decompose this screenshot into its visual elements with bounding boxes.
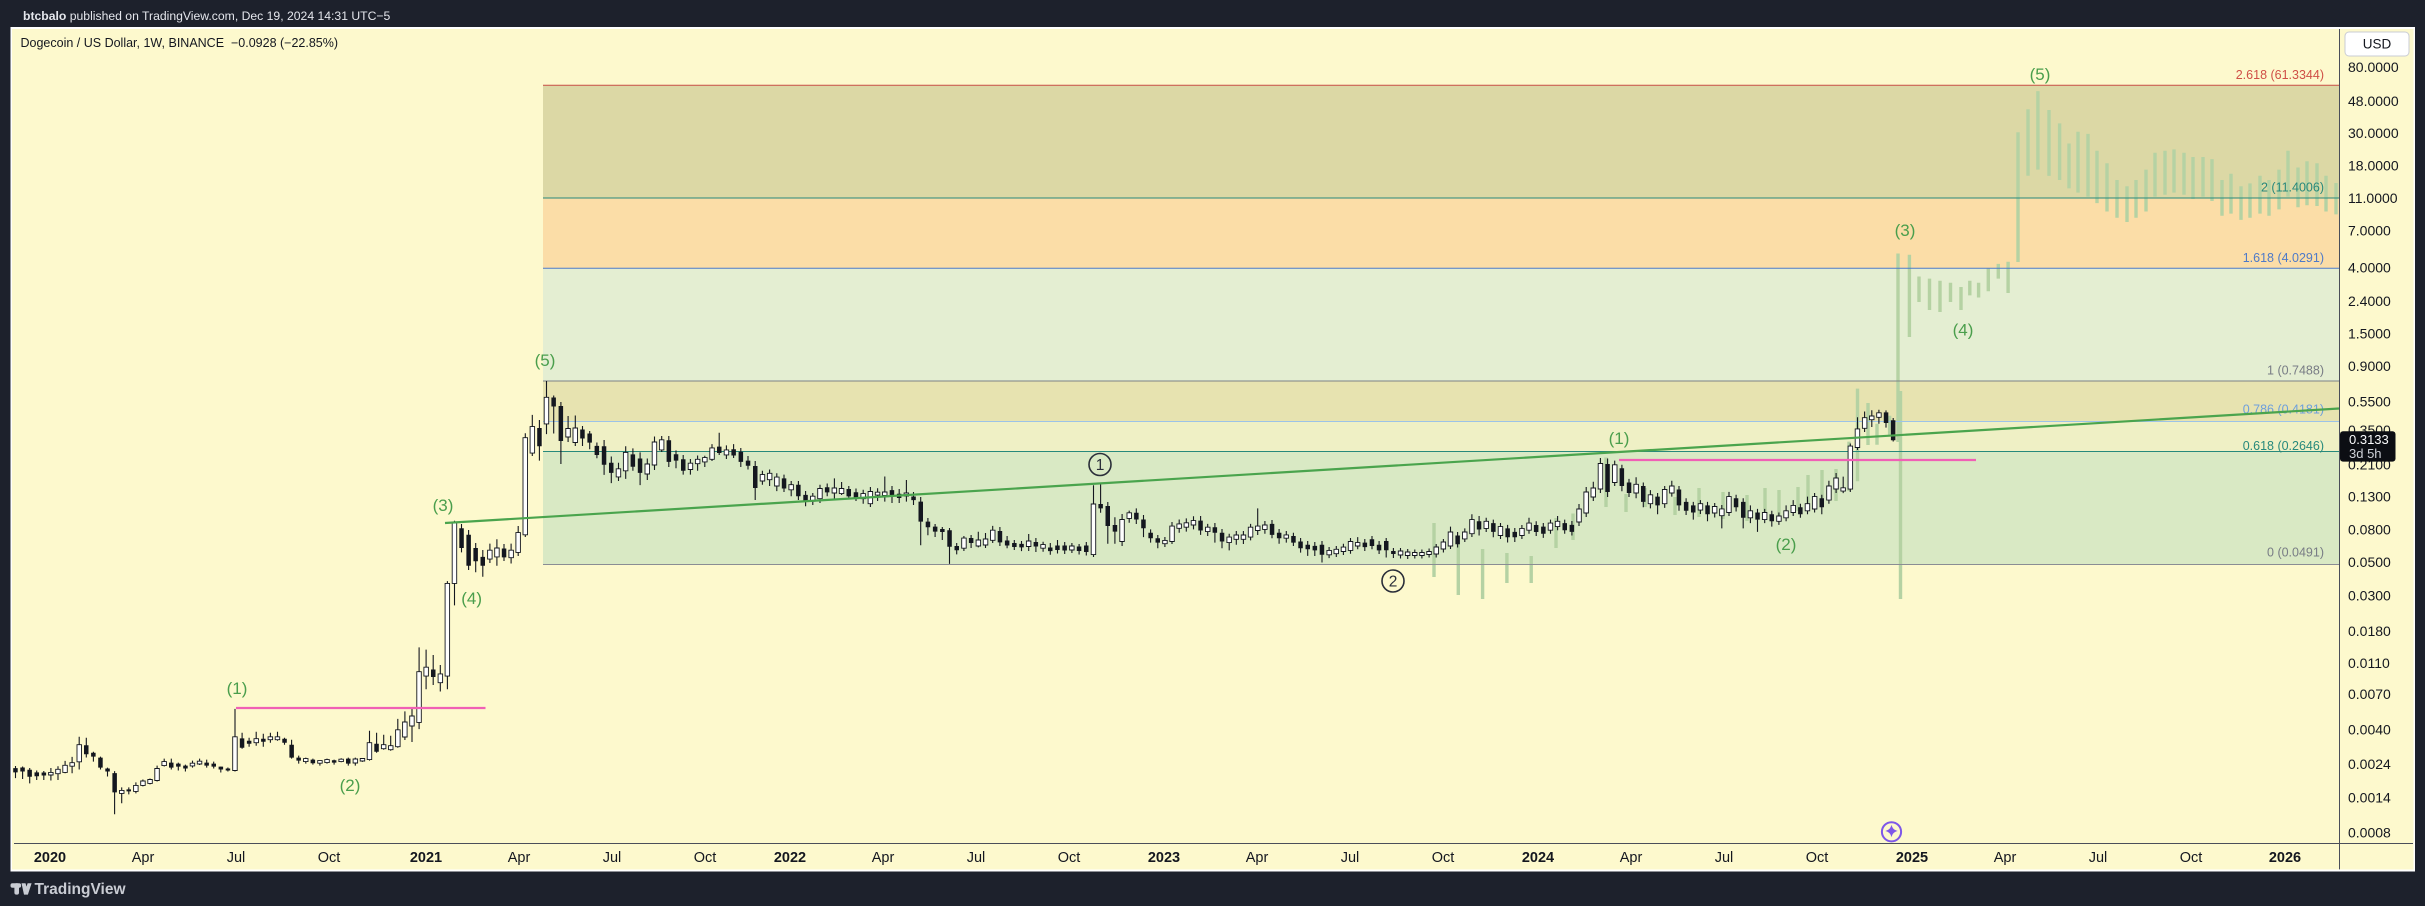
svg-text:2.4000: 2.4000 xyxy=(2348,293,2391,309)
svg-text:0.0070: 0.0070 xyxy=(2348,686,2391,702)
svg-text:0.618 (0.2646): 0.618 (0.2646) xyxy=(2243,439,2324,453)
svg-text:4.0000: 4.0000 xyxy=(2348,260,2391,276)
svg-text:18.0000: 18.0000 xyxy=(2348,158,2399,174)
svg-text:0.5500: 0.5500 xyxy=(2348,394,2391,410)
svg-text:Apr: Apr xyxy=(1994,850,2017,866)
svg-text:2022: 2022 xyxy=(774,850,806,866)
svg-text:1: 1 xyxy=(1096,457,1105,474)
svg-text:1.5000: 1.5000 xyxy=(2348,326,2391,342)
svg-text:(3): (3) xyxy=(433,496,454,515)
svg-text:Jul: Jul xyxy=(1715,850,1734,866)
svg-text:1 (0.7488): 1 (0.7488) xyxy=(2267,364,2324,378)
svg-text:Apr: Apr xyxy=(508,850,531,866)
svg-text:Jul: Jul xyxy=(603,850,622,866)
svg-text:2: 2 xyxy=(1389,574,1398,591)
svg-text:2020: 2020 xyxy=(34,850,66,866)
svg-text:(5): (5) xyxy=(535,351,556,370)
svg-text:11.0000: 11.0000 xyxy=(2348,190,2398,206)
svg-text:2026: 2026 xyxy=(2269,850,2301,866)
svg-text:0.0040: 0.0040 xyxy=(2348,722,2391,738)
svg-text:Oct: Oct xyxy=(1806,850,1829,866)
svg-text:Jul: Jul xyxy=(2089,850,2108,866)
svg-text:2024: 2024 xyxy=(1522,850,1554,866)
svg-text:TradingView: TradingView xyxy=(35,881,127,898)
svg-text:(1): (1) xyxy=(1609,429,1630,448)
svg-text:0.0008: 0.0008 xyxy=(2348,825,2391,841)
svg-text:1.618 (4.0291): 1.618 (4.0291) xyxy=(2243,251,2324,265)
svg-text:(1): (1) xyxy=(227,679,248,698)
svg-text:Jul: Jul xyxy=(1341,850,1360,866)
svg-text:Apr: Apr xyxy=(1246,850,1269,866)
svg-text:0.0110: 0.0110 xyxy=(2348,655,2390,671)
svg-text:USD: USD xyxy=(2363,37,2392,52)
svg-text:0.1300: 0.1300 xyxy=(2348,489,2391,505)
svg-text:0.0180: 0.0180 xyxy=(2348,623,2391,639)
svg-text:0.0024: 0.0024 xyxy=(2348,756,2391,772)
svg-text:2 (11.4006): 2 (11.4006) xyxy=(2261,180,2324,194)
svg-text:7.0000: 7.0000 xyxy=(2348,223,2391,239)
svg-text:2.618 (61.3344): 2.618 (61.3344) xyxy=(2236,68,2324,82)
svg-text:(3): (3) xyxy=(1895,221,1916,240)
svg-text:(2): (2) xyxy=(340,776,361,795)
svg-text:btcbalo published on TradingVi: btcbalo published on TradingView.com, De… xyxy=(23,9,391,23)
svg-text:Apr: Apr xyxy=(1620,850,1643,866)
svg-text:Apr: Apr xyxy=(132,850,155,866)
svg-text:3d 5h: 3d 5h xyxy=(2349,446,2382,461)
svg-text:48.0000: 48.0000 xyxy=(2348,93,2399,109)
svg-text:0.9000: 0.9000 xyxy=(2348,358,2391,374)
svg-text:0.0500: 0.0500 xyxy=(2348,554,2391,570)
svg-text:2021: 2021 xyxy=(410,850,442,866)
svg-text:30.0000: 30.0000 xyxy=(2348,125,2399,141)
svg-text:Oct: Oct xyxy=(1432,850,1455,866)
svg-text:(4): (4) xyxy=(461,589,482,608)
svg-text:80.0000: 80.0000 xyxy=(2348,59,2399,75)
svg-text:0.0300: 0.0300 xyxy=(2348,588,2391,604)
svg-text:Oct: Oct xyxy=(318,850,341,866)
svg-text:Oct: Oct xyxy=(1058,850,1081,866)
svg-text:Apr: Apr xyxy=(872,850,895,866)
svg-text:0.3133: 0.3133 xyxy=(2349,432,2389,447)
svg-text:(2): (2) xyxy=(1776,535,1797,554)
svg-text:0.0014: 0.0014 xyxy=(2348,790,2391,806)
svg-text:0 (0.0491): 0 (0.0491) xyxy=(2267,546,2324,560)
svg-text:Jul: Jul xyxy=(967,850,986,866)
svg-text:(4): (4) xyxy=(1953,321,1974,340)
svg-text:Jul: Jul xyxy=(227,850,246,866)
svg-text:(5): (5) xyxy=(2030,65,2051,84)
svg-text:0.0800: 0.0800 xyxy=(2348,522,2391,538)
svg-text:Oct: Oct xyxy=(694,850,717,866)
svg-text:Dogecoin / US Dollar, 1W, BINA: Dogecoin / US Dollar, 1W, BINANCE −0.092… xyxy=(21,36,339,50)
svg-text:2023: 2023 xyxy=(1148,850,1180,866)
svg-text:Oct: Oct xyxy=(2180,850,2203,866)
svg-text:2025: 2025 xyxy=(1896,850,1928,866)
